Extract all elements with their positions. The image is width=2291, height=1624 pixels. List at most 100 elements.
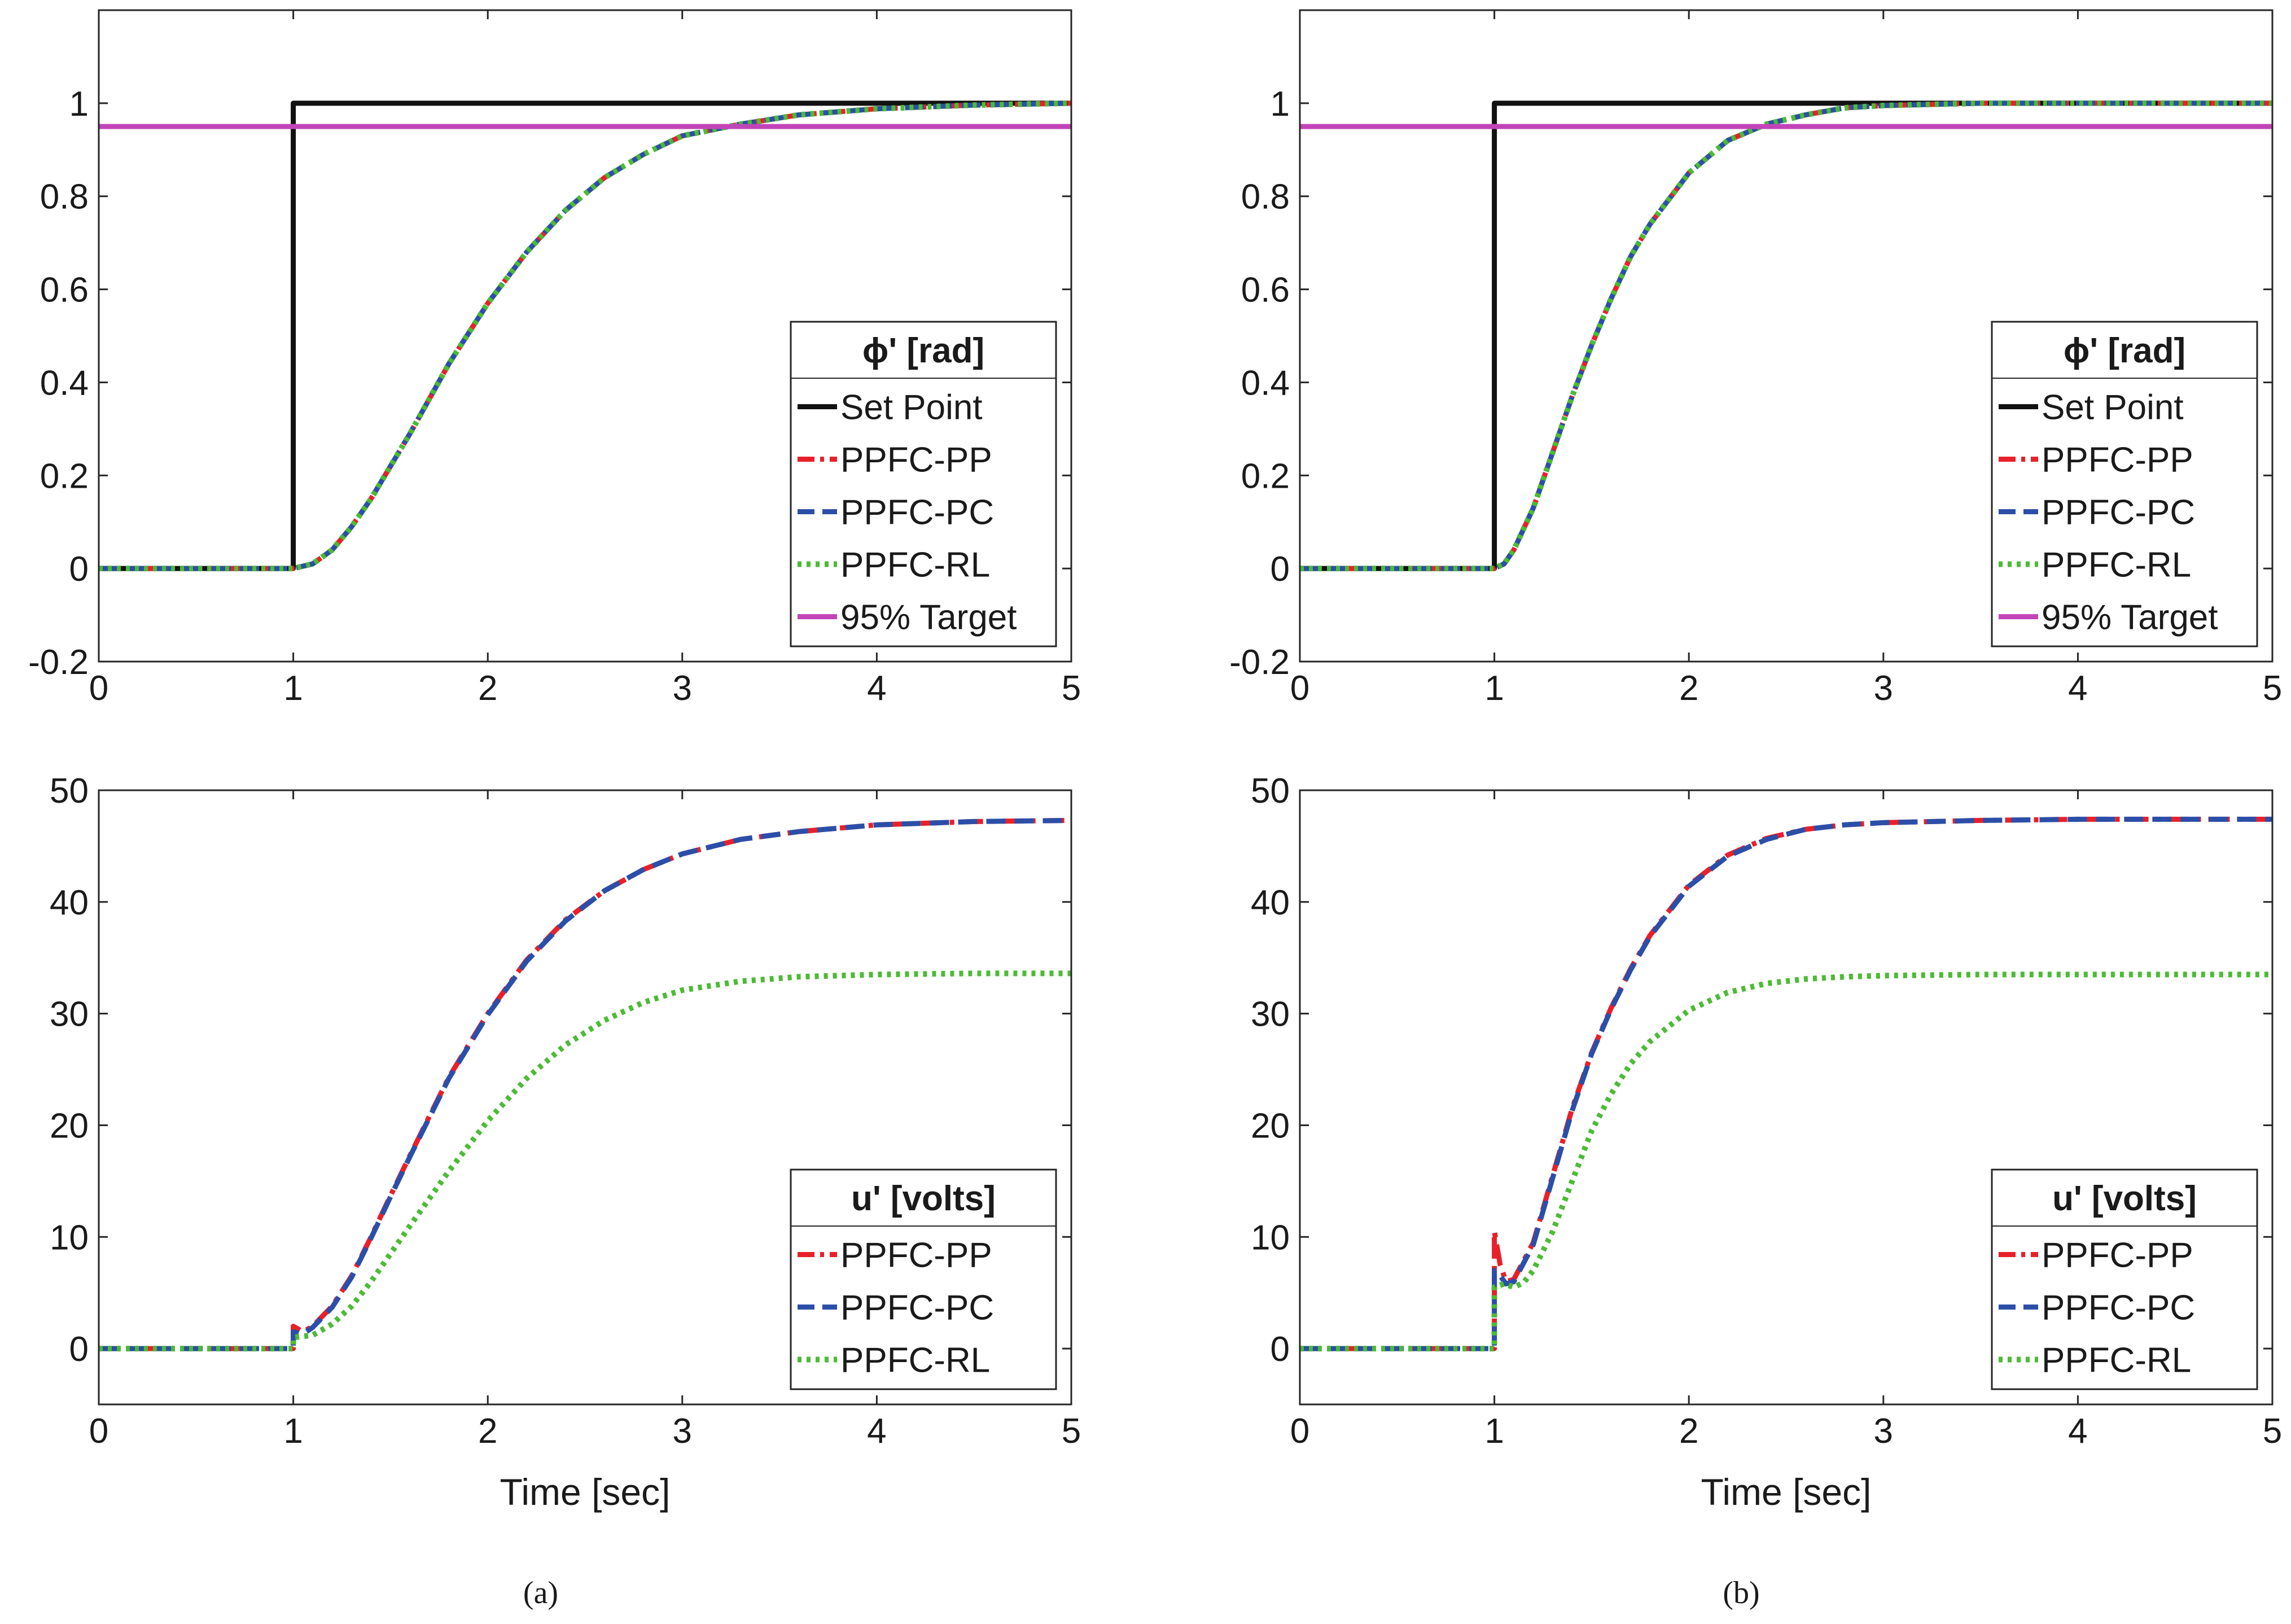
x-tick-label: 4 xyxy=(867,669,886,708)
x-tick-label: 4 xyxy=(2068,1412,2087,1451)
legend-title: ϕ' [rad] xyxy=(862,331,984,370)
series-line-ppfc-pc xyxy=(1300,816,2272,1351)
y-tick-label: -0.2 xyxy=(1229,643,1290,682)
x-tick-label: 4 xyxy=(2068,669,2087,708)
legend-item-label: PPFC-PC xyxy=(2042,493,2195,532)
legend-item-label: PPFC-PP xyxy=(2042,441,2193,480)
legend-box xyxy=(1991,1168,2258,1390)
plot-frame xyxy=(1299,789,2274,1406)
y-tick-label: 0.8 xyxy=(40,178,89,217)
x-tick-label: 5 xyxy=(1062,1412,1081,1451)
legend-item-label: 95% Target xyxy=(2042,598,2218,637)
x-tick-label: 1 xyxy=(283,669,303,708)
x-axis-label: Time [sec] xyxy=(1701,1471,1872,1513)
plot-frame xyxy=(1299,9,2274,663)
legend-box xyxy=(790,1168,1057,1390)
x-tick-label: 5 xyxy=(1062,669,1081,708)
legend: ϕ' [rad] Set Point PPFC-PP PPFC-PC PPFC-RL 95… xyxy=(790,321,1057,647)
x-tick-label: 3 xyxy=(673,1412,692,1451)
series-line-ppfc-pc xyxy=(99,100,1071,571)
y-tick-label: 40 xyxy=(50,883,89,922)
caption-b: (b) xyxy=(1723,1575,1759,1610)
y-tick-label: 10 xyxy=(50,1218,89,1257)
legend-item-label: PPFC-PP xyxy=(2042,1236,2193,1275)
series-line-ppfc-pc xyxy=(99,817,1071,1351)
legend-item-label: PPFC-PP xyxy=(840,1236,992,1275)
series-line-ppfc-pp xyxy=(99,100,1071,571)
legend-box xyxy=(1991,321,2258,647)
x-tick-label: 0 xyxy=(1290,669,1309,708)
legend-title: u' [volts] xyxy=(2052,1179,2197,1218)
legend-item-label: PPFC-PP xyxy=(840,441,992,480)
legend-item-label: PPFC-RL xyxy=(840,546,990,585)
y-tick-label: 20 xyxy=(1251,1106,1290,1145)
legend: u' [volts] PPFC-PP PPFC-PC PPFC-RL xyxy=(1991,1168,2258,1390)
caption-a: (a) xyxy=(523,1575,558,1610)
legend-item-label: Set Point xyxy=(2042,388,2184,427)
plot-frame xyxy=(98,789,1072,1406)
series-line-ppfc-rl xyxy=(1300,971,2272,1352)
x-tick-label: 5 xyxy=(2263,1412,2282,1451)
y-tick-label: 0.4 xyxy=(40,364,89,402)
series-line-ppfc-pc xyxy=(1300,100,2272,571)
x-tick-label: 2 xyxy=(478,669,497,708)
legend-item-label: PPFC-RL xyxy=(2042,1341,2191,1380)
y-tick-label: 0 xyxy=(69,1330,89,1369)
series-group xyxy=(99,100,1071,572)
x-tick-label: 2 xyxy=(1679,669,1698,708)
x-tick-label: 2 xyxy=(1679,1412,1698,1451)
y-tick-label: 0 xyxy=(1271,1330,1290,1369)
x-tick-label: 5 xyxy=(2263,669,2282,708)
x-tick-label: 4 xyxy=(867,1412,886,1451)
series-group xyxy=(1300,100,2272,572)
legend-item-label: 95% Target xyxy=(840,598,1017,637)
legend-item-label: PPFC-RL xyxy=(840,1341,990,1380)
legend-item-label: PPFC-PC xyxy=(2042,1289,2195,1328)
legend-box xyxy=(790,321,1057,647)
y-tick-label: 30 xyxy=(1251,995,1290,1034)
x-tick-label: 0 xyxy=(89,669,108,708)
y-tick-label: 50 xyxy=(50,772,89,811)
series-line-ppfc-rl xyxy=(99,100,1071,572)
series-group xyxy=(1300,816,2272,1352)
x-tick-label: 3 xyxy=(673,669,692,708)
y-tick-label: 10 xyxy=(1251,1218,1290,1257)
y-tick-label: 0.2 xyxy=(1241,457,1290,496)
y-tick-label: 0 xyxy=(1271,550,1290,589)
x-axis-label: Time [sec] xyxy=(500,1471,671,1513)
y-tick-label: 0.2 xyxy=(40,457,89,496)
plot-frame xyxy=(98,9,1072,663)
x-tick-label: 1 xyxy=(1484,1412,1504,1451)
legend-item-label: PPFC-PC xyxy=(840,1289,994,1328)
y-tick-label: 0 xyxy=(69,550,89,589)
y-tick-label: 40 xyxy=(1251,883,1290,922)
legend-title: u' [volts] xyxy=(851,1179,996,1218)
y-tick-label: 30 xyxy=(50,995,89,1034)
x-tick-label: 0 xyxy=(1290,1412,1309,1451)
x-tick-label: 0 xyxy=(89,1412,108,1451)
y-tick-label: 50 xyxy=(1251,772,1290,811)
legend-item-label: Set Point xyxy=(840,388,983,427)
x-tick-label: 2 xyxy=(478,1412,497,1451)
y-tick-label: 0.8 xyxy=(1241,178,1290,217)
x-tick-label: 3 xyxy=(1874,669,1893,708)
y-tick-label: 0.4 xyxy=(1241,364,1290,402)
legend: ϕ' [rad] Set Point PPFC-PP PPFC-PC PPFC-RL 95… xyxy=(1991,321,2258,647)
y-tick-label: 1 xyxy=(69,85,89,124)
y-tick-label: 0.6 xyxy=(1241,271,1290,310)
x-tick-label: 3 xyxy=(1874,1412,1893,1451)
x-tick-label: 1 xyxy=(283,1412,303,1451)
legend-title: ϕ' [rad] xyxy=(2064,331,2185,370)
panel-b-top: 0 1 2 3 4 5-0.200.20.40.60.81ϕ' [rad]Set Poin… xyxy=(1229,9,2282,708)
legend-item-label: PPFC-PC xyxy=(840,493,994,532)
x-tick-label: 1 xyxy=(1484,669,1504,708)
panel-a-top: 0 1 2 3 4 5-0.200.20.40.60.81ϕ' [rad]Set Poin… xyxy=(28,9,1081,708)
legend-item-label: PPFC-RL xyxy=(2042,546,2191,585)
series-line-ppfc-rl xyxy=(99,970,1071,1352)
y-tick-label: 0.6 xyxy=(40,271,89,310)
series-group xyxy=(99,817,1071,1352)
series-line-ppfc-pp xyxy=(1300,100,2272,571)
